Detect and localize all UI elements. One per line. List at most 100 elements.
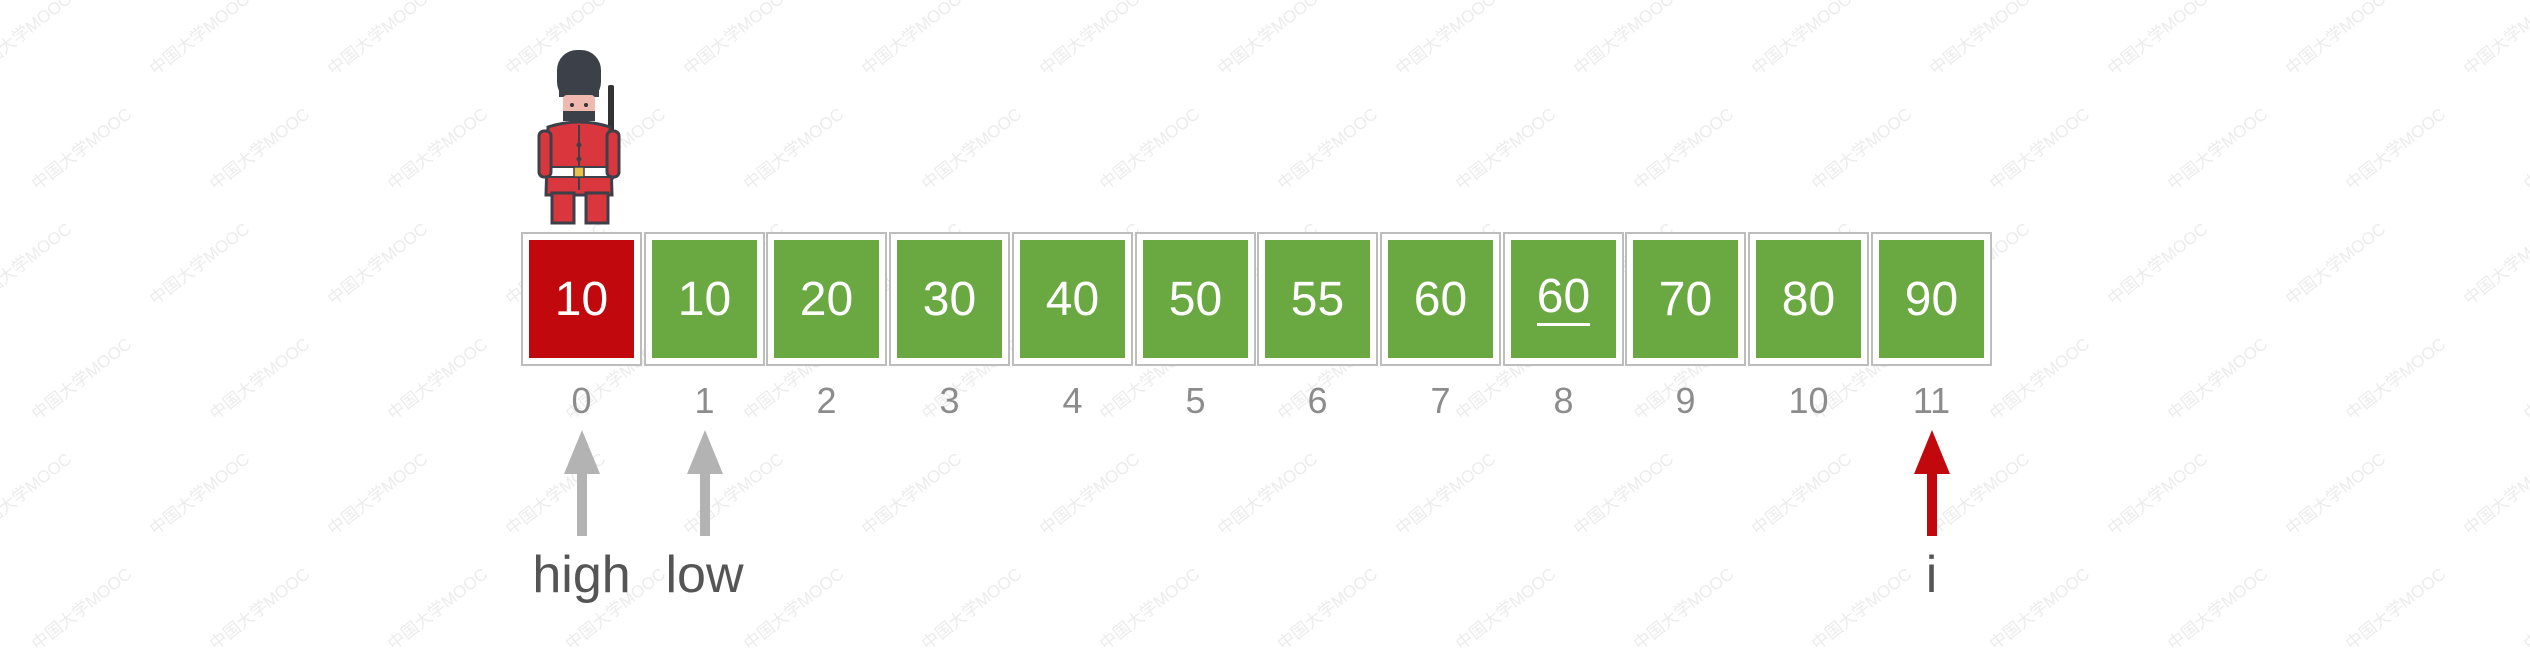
cell-fill: 20	[774, 240, 879, 358]
cell-value: 70	[1658, 272, 1713, 326]
watermark-text: 中国大学MOOC	[0, 219, 76, 309]
cell-index: 6	[1307, 380, 1328, 421]
watermark-text: 中国大学MOOC	[1214, 449, 1322, 539]
watermark-text: 中国大学MOOC	[2164, 104, 2272, 194]
cell-index: 7	[1430, 380, 1451, 421]
watermark-text: 中国大学MOOC	[2460, 0, 2530, 79]
watermark-text: 中国大学MOOC	[28, 104, 136, 194]
watermark-text: 中国大学MOOC	[2282, 219, 2390, 309]
guard-icon	[537, 50, 621, 225]
up-arrow-icon	[563, 430, 600, 536]
cell-index: 10	[1788, 380, 1829, 421]
cell-fill: 60	[1511, 240, 1616, 358]
cell-value: 60	[1536, 272, 1591, 326]
watermark-text: 中国大学MOOC	[1274, 564, 1382, 654]
cell-value: 10	[677, 272, 732, 326]
array-cell: 80	[1748, 232, 1869, 366]
watermark-text: 中国大学MOOC	[2520, 564, 2530, 654]
watermark-text: 中国大学MOOC	[1748, 449, 1856, 539]
cell-index: 8	[1553, 380, 1574, 421]
cell-value: 80	[1781, 272, 1836, 326]
cell-index: 0	[571, 380, 592, 421]
watermark-text: 中国大学MOOC	[2104, 0, 2212, 79]
cell-fill: 60	[1388, 240, 1493, 358]
watermark-text: 中国大学MOOC	[146, 219, 254, 309]
watermark-text: 中国大学MOOC	[206, 104, 314, 194]
watermark-text: 中国大学MOOC	[2520, 104, 2530, 194]
cell-index: 9	[1675, 380, 1696, 421]
watermark-text: 中国大学MOOC	[2460, 219, 2530, 309]
array-cell: 55	[1257, 232, 1378, 366]
watermark-text: 中国大学MOOC	[1630, 104, 1738, 194]
watermark-text: 中国大学MOOC	[2164, 564, 2272, 654]
watermark-text: 中国大学MOOC	[2164, 334, 2272, 424]
watermark-text: 中国大学MOOC	[206, 334, 314, 424]
cell-value: 40	[1045, 272, 1100, 326]
watermark-text: 中国大学MOOC	[324, 219, 432, 309]
cell-fill: 80	[1756, 240, 1861, 358]
watermark-text: 中国大学MOOC	[2520, 334, 2530, 424]
array-cell: 20	[766, 232, 887, 366]
watermark-text: 中国大学MOOC	[1630, 564, 1738, 654]
watermark-text: 中国大学MOOC	[1214, 0, 1322, 79]
cell-value: 10	[554, 272, 609, 326]
array-cell: 70	[1625, 232, 1746, 366]
pointer-label: low	[665, 546, 744, 604]
watermark-text: 中国大学MOOC	[680, 0, 788, 79]
watermark-text: 中国大学MOOC	[1036, 0, 1144, 79]
watermark-text: 中国大学MOOC	[1392, 0, 1500, 79]
watermark-text: 中国大学MOOC	[1392, 449, 1500, 539]
array-cell: 10	[644, 232, 765, 366]
cell-fill: 70	[1633, 240, 1738, 358]
cell-index: 4	[1062, 380, 1083, 421]
watermark-text: 中国大学MOOC	[384, 564, 492, 654]
watermark-text: 中国大学MOOC	[1748, 0, 1856, 79]
cell-index: 11	[1912, 380, 1951, 421]
cell-value: 55	[1290, 272, 1345, 326]
watermark-text: 中国大学MOOC	[206, 564, 314, 654]
watermark-text: 中国大学MOOC	[1986, 104, 2094, 194]
cell-fill: 30	[897, 240, 1002, 358]
array-cell: 90	[1871, 232, 1992, 366]
watermark-text: 中国大学MOOC	[1096, 104, 1204, 194]
watermark-text: 中国大学MOOC	[146, 0, 254, 79]
array-cell: 40	[1012, 232, 1133, 366]
watermark-text: 中国大学MOOC	[858, 449, 966, 539]
cell-index: 1	[694, 380, 715, 421]
watermark-text: 中国大学MOOC	[324, 0, 432, 79]
watermark-text: 中国大学MOOC	[28, 334, 136, 424]
cell-fill: 50	[1143, 240, 1248, 358]
watermark-text: 中国大学MOOC	[384, 334, 492, 424]
watermark-text: 中国大学MOOC	[1808, 104, 1916, 194]
sentinel-cell-fill: 10	[529, 240, 634, 358]
watermark-text: 中国大学MOOC	[1986, 334, 2094, 424]
watermark-text: 中国大学MOOC	[0, 0, 76, 79]
watermark-text: 中国大学MOOC	[858, 0, 966, 79]
watermark-text: 中国大学MOOC	[2282, 449, 2390, 539]
watermark-text: 中国大学MOOC	[1570, 449, 1678, 539]
watermark-text: 中国大学MOOC	[1096, 564, 1204, 654]
up-arrow-icon	[686, 430, 723, 536]
watermark-text: 中国大学MOOC	[918, 564, 1026, 654]
watermark-text: 中国大学MOOC	[1452, 564, 1560, 654]
cell-value: 30	[922, 272, 977, 326]
cell-value: 20	[799, 272, 854, 326]
array-cell: 50	[1135, 232, 1256, 366]
pointer-label: high	[532, 546, 631, 604]
cell-index: 5	[1185, 380, 1206, 421]
pointer-label: i	[1925, 546, 1938, 604]
watermark-text: 中国大学MOOC	[2342, 564, 2450, 654]
watermark-text: 中国大学MOOC	[918, 104, 1026, 194]
watermark-text: 中国大学MOOC	[0, 449, 76, 539]
cell-fill: 90	[1879, 240, 1984, 358]
watermark-text: 中国大学MOOC	[2342, 334, 2450, 424]
watermark-text: 中国大学MOOC	[2342, 104, 2450, 194]
watermark-text: 中国大学MOOC	[740, 104, 848, 194]
watermark-text: 中国大学MOOC	[146, 449, 254, 539]
cell-fill: 55	[1265, 240, 1370, 358]
watermark-text: 中国大学MOOC	[2104, 219, 2212, 309]
cell-index: 2	[816, 380, 837, 421]
array-cell: 60	[1380, 232, 1501, 366]
cell-value: 90	[1904, 272, 1959, 326]
